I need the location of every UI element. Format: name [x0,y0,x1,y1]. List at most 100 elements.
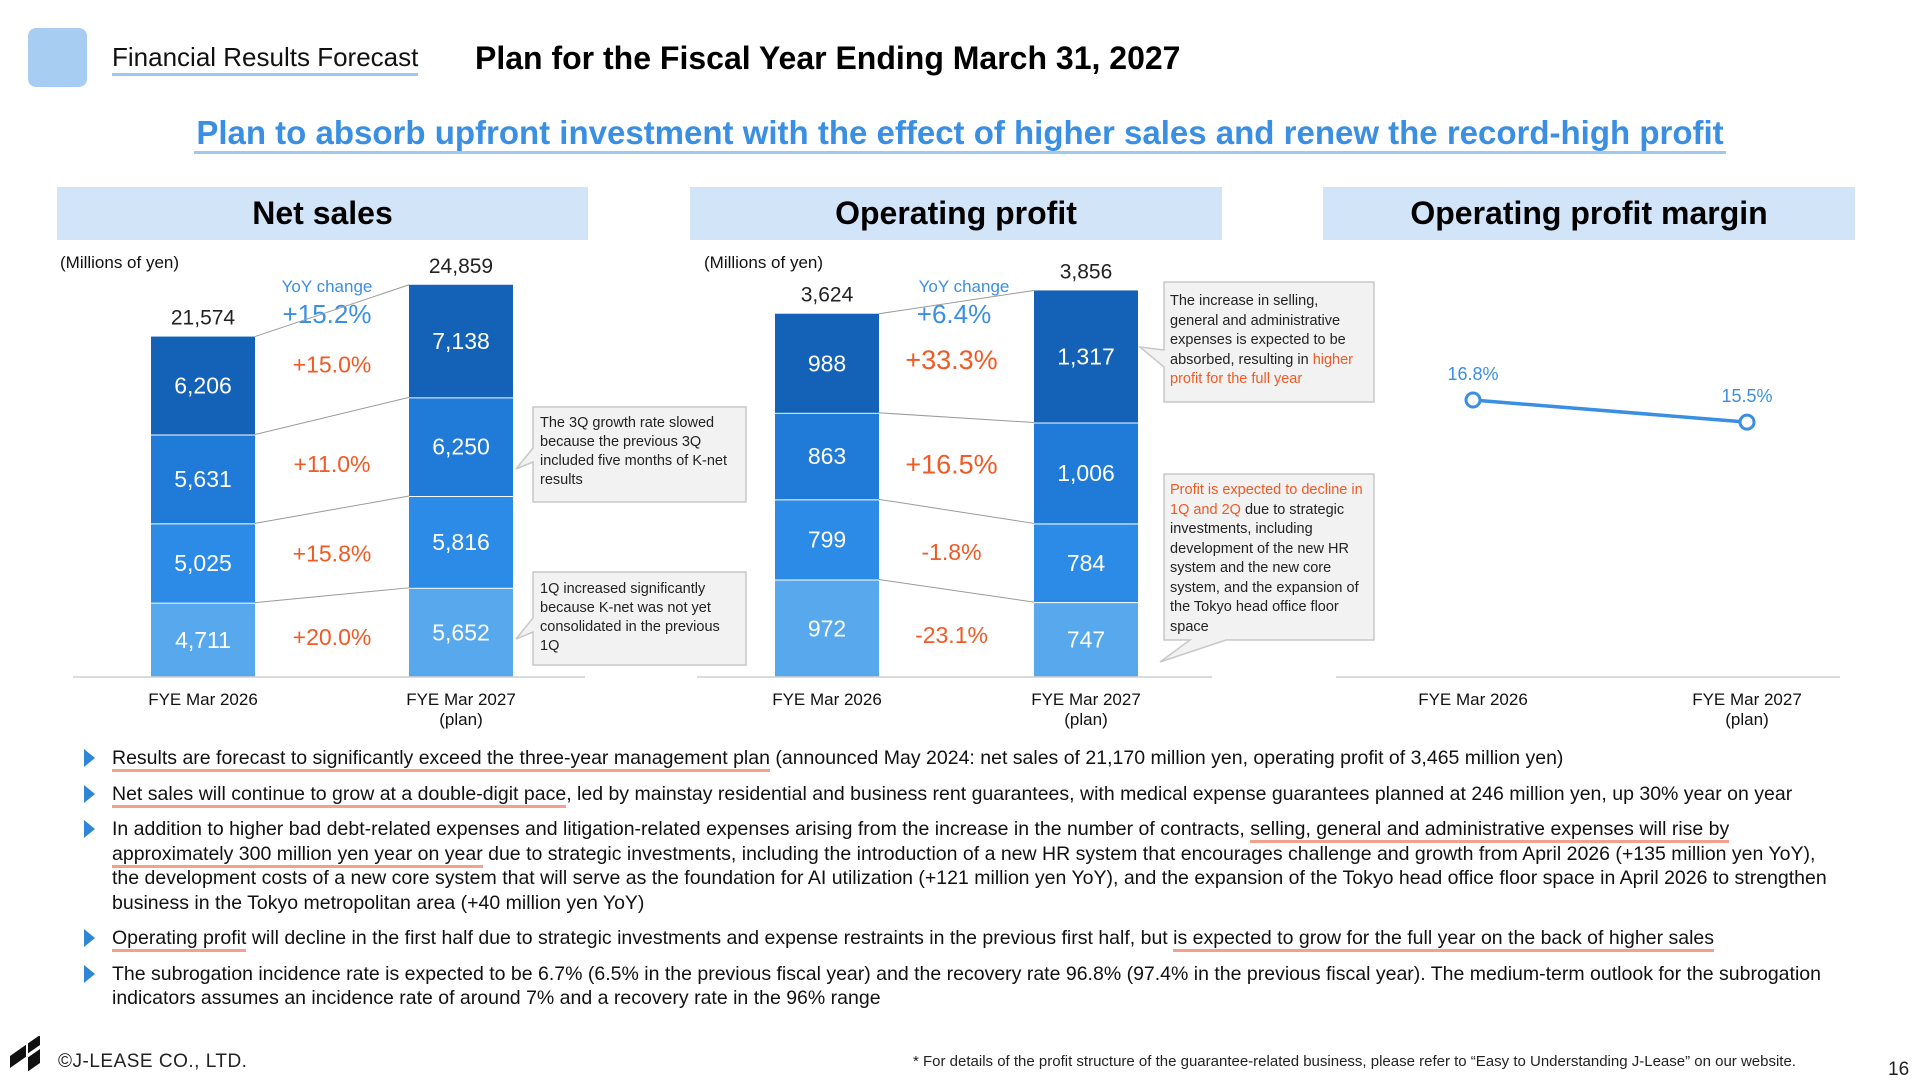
bar-segment [151,523,255,603]
bar-segment [151,602,255,677]
bar-segment [1034,422,1138,524]
yoy-change-label: +20.0% [293,624,372,650]
category-label: (plan) [1064,710,1107,729]
segment-value-label: 747 [1067,627,1105,653]
segment-value-label: 5,631 [174,466,232,492]
connector-line [254,495,410,524]
net-sales-unit: (Millions of yen) [60,253,180,272]
bullet-highlight: Results are forecast to significantly ex… [112,747,770,772]
section-label: Financial Results Forecast [112,42,419,76]
footnote: * For details of the profit structure of… [913,1053,1796,1070]
category-label: (plan) [439,710,482,729]
net-sales-yoy-label: YoY change [282,277,373,296]
yoy-change-label: -1.8% [921,539,981,565]
yoy-change-label: +15.8% [293,540,372,566]
connector-line [878,579,1035,603]
segment-value-label: 5,816 [432,529,490,555]
bar-segment [409,284,513,398]
headline-text: Plan to absorb upfront investment with t… [194,114,1726,154]
margin-chart: 16.8% FYE Mar 2026 15.5% FYE Mar 2027(plan) [1418,364,1802,729]
total-label: 3,856 [1060,260,1113,283]
profit-low-callout-box [1159,473,1375,663]
connector-line [878,289,1035,315]
bullet-highlight: is expected to grow for the full year on… [1173,927,1715,952]
sales-q1-callout: 1Q increased significantly because K-net… [540,581,720,654]
category-label: (plan) [1725,710,1768,729]
margin-point [1464,391,1482,409]
bar-segment [775,412,879,500]
headline: Plan to absorb upfront investment with t… [0,114,1920,154]
total-label: 24,859 [429,255,493,278]
bullet-triangle-icon [84,820,95,838]
margin-heading: Operating profit margin [1323,187,1855,240]
bar-segment [1034,290,1138,423]
segment-value-label: 863 [808,443,846,469]
total-label: 3,624 [801,284,854,307]
segment-value-label: 4,711 [175,627,231,653]
net-sales-chart: 4,711 5,025 5,631 6,206 21,574 FYE Mar 2026 5,… [148,255,516,729]
category-label: FYE Mar 2026 [148,690,258,709]
segment-value-label: 972 [808,615,846,641]
yoy-change-label: +16.5% [905,450,997,480]
profit-top-callout-highlight: higher profit for the full year [1170,351,1353,388]
sales-q3-callout: The 3Q growth rate slowed because the pr… [540,415,727,488]
bullet-text: , led by mainstay residential and busine… [566,782,1793,805]
bullet-text: In addition to higher bad debt-related e… [112,818,1251,840]
copyright: ©J-LEASE CO., LTD. [58,1051,248,1072]
bullet-highlight: Operating profit [112,927,247,952]
bullet-text: The subrogation incidence rate is expect… [112,962,1821,1010]
profit-top-callout-box [1137,281,1375,403]
net-sales-yoy-value: +15.2% [283,299,372,329]
segment-value-label: 7,138 [432,328,490,354]
yoy-change-label: -23.1% [915,622,988,648]
category-label: FYE Mar 2026 [772,690,882,709]
sales-q1-callout-box [515,571,747,666]
margin-value-label: 15.5% [1721,386,1772,406]
bullet-triangle-icon [84,964,95,983]
bar-segment [409,397,513,497]
segment-value-label: 1,317 [1057,343,1115,369]
category-label: FYE Mar 2027 [1031,690,1141,709]
connector-line [254,587,410,604]
bullet-item: Results are forecast to significantly ex… [84,746,1844,772]
bar-segment [151,336,255,435]
sales-q3-callout-text: The 3Q growth rate slowed because the pr… [540,415,727,488]
yoy-change-label: +33.3% [905,345,997,375]
bar-segment [1034,602,1138,677]
profit-low-callout: Profit is expected to decline in 1Q and … [1170,482,1363,635]
operating-profit-unit: (Millions of yen) [704,253,824,272]
bullet-highlight: selling, general and administrative expe… [112,818,1730,868]
bullet-item: Operating profit will decline in the fir… [84,926,1844,952]
bullet-item: In addition to higher bad debt-related e… [84,817,1844,915]
category-label: FYE Mar 2026 [1418,690,1528,709]
bullet-text: due to strategic investments, including … [112,842,1827,914]
margin-line [1472,398,1748,424]
bullet-text: (announced May 2024: net sales of 21,170… [769,747,1564,769]
bullet-item: The subrogation incidence rate is expect… [84,962,1844,1011]
bullet-list: Results are forecast to significantly ex… [84,746,1844,1022]
bar-segment [409,496,513,588]
profit-low-callout-text: due to strategic investments, including … [1170,501,1359,635]
bullet-triangle-icon [84,749,95,767]
connector-line [878,412,1035,424]
category-label: FYE Mar 2027 [406,690,516,709]
operating-profit-heading: Operating profit [690,187,1222,240]
yoy-change-label: +15.0% [293,351,372,377]
bar-segment [1034,523,1138,603]
segment-value-label: 799 [808,526,846,552]
connector-line [878,498,1035,524]
segment-value-label: 6,250 [432,434,490,460]
sales-q3-callout-box [515,406,747,503]
bullet-item: Net sales will continue to grow at a dou… [84,782,1844,808]
bullet-highlight: Net sales will continue to grow at a dou… [112,782,567,808]
profit-low-callout-highlight: Profit is expected to decline in 1Q and … [1170,482,1363,518]
segment-value-label: 784 [1067,550,1106,576]
segment-value-label: 6,206 [174,373,232,399]
segment-value-label: 5,025 [174,550,232,576]
bullet-text: will decline in the first half due to st… [246,927,1174,949]
total-label: 21,574 [171,307,236,330]
company-logo-icon [10,1036,40,1072]
sales-q1-callout-text: 1Q increased significantly because K-net… [540,581,720,654]
margin-point [1738,413,1756,431]
